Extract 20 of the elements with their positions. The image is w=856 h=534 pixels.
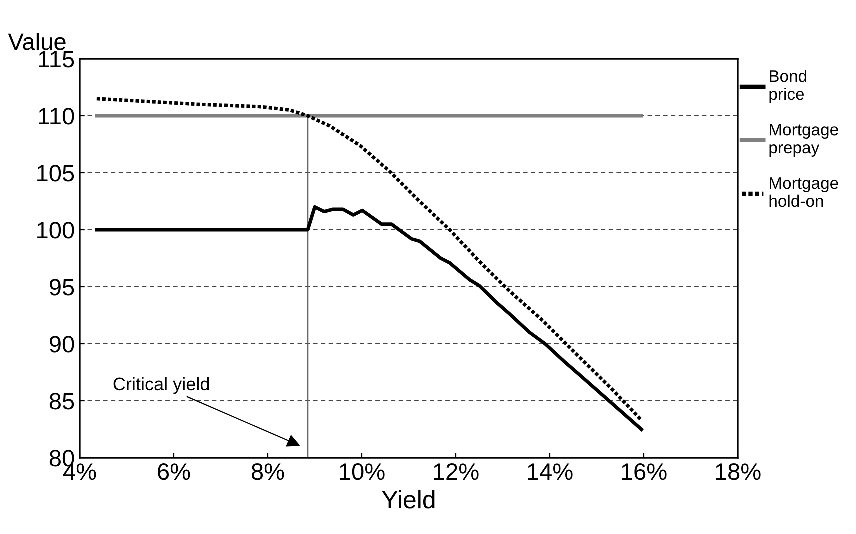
y-tick-label: 115 xyxy=(39,51,74,68)
y-tick-label: 110 xyxy=(39,108,74,125)
legend-label: Mortgage prepay xyxy=(770,124,838,157)
x-tick-label: 14% xyxy=(528,464,573,480)
legend-label: Bond price xyxy=(770,70,807,104)
x-tick-label: 16% xyxy=(622,463,667,480)
y-tick-label: 85 xyxy=(50,393,74,410)
y-tick-label: 90 xyxy=(50,336,74,353)
y-tick-label: 100 xyxy=(38,222,74,239)
legend-label: Mortgage hold-on xyxy=(770,178,838,208)
x-axis-title: Yield xyxy=(382,490,435,509)
y-axis-title: Value xyxy=(8,33,66,50)
y-tick-label: 95 xyxy=(50,279,74,296)
annotation: Critical yield xyxy=(114,377,210,394)
x-tick-label: 12% xyxy=(434,463,479,480)
x-tick-label: 6% xyxy=(158,463,190,480)
y-tick-label: 105 xyxy=(38,165,74,182)
x-tick-label: 10% xyxy=(340,463,385,480)
x-tick-label: 18% xyxy=(716,463,761,480)
x-tick-label: 8% xyxy=(252,463,284,480)
